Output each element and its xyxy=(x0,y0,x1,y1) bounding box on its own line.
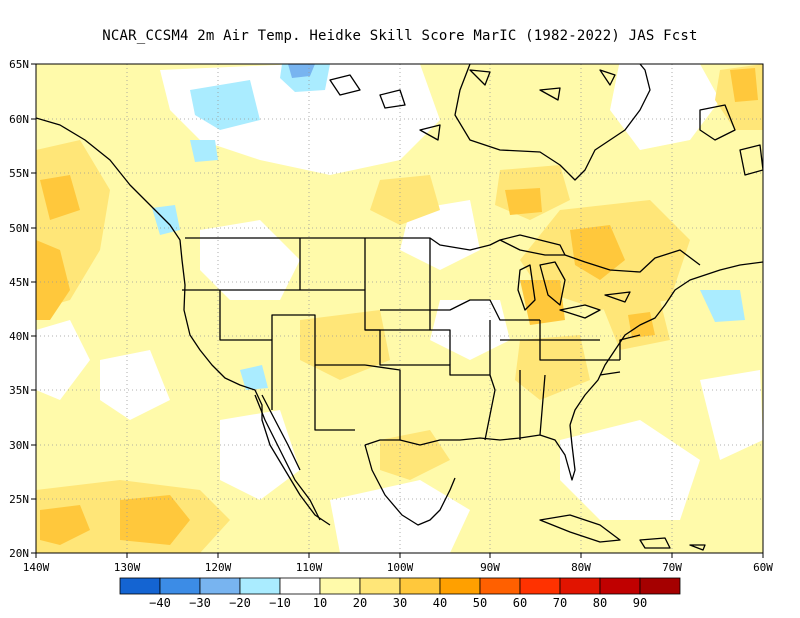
colorbar-label: 40 xyxy=(433,596,447,610)
lon-tick-label: 60W xyxy=(753,561,773,574)
lat-tick-label: 25N xyxy=(9,493,29,506)
lat-tick-label: 40N xyxy=(9,330,29,343)
colorbar-swatch xyxy=(399,577,441,595)
colorbar-label: 30 xyxy=(393,596,407,610)
colorbar-label: 20 xyxy=(353,596,367,610)
colorbar-swatch xyxy=(199,577,241,595)
colorbar-swatch xyxy=(159,577,201,595)
colorbar-swatch xyxy=(279,577,321,595)
map-title: NCAR_CCSM4 2m Air Temp. Heidke Skill Sco… xyxy=(102,28,698,44)
lat-tick-label: 60N xyxy=(9,113,29,126)
skill-score-shading xyxy=(36,64,763,553)
longitude-labels: 140W 130W 120W 110W 100W 90W 80W 70W 60W xyxy=(23,561,774,574)
lat-tick-label: 30N xyxy=(9,439,29,452)
gridlines xyxy=(36,64,763,553)
colorbar-label: −20 xyxy=(229,596,251,610)
colorbar-label: 50 xyxy=(473,596,487,610)
lon-tick-label: 90W xyxy=(480,561,500,574)
colorbar-label: −40 xyxy=(149,596,171,610)
colorbar-swatch xyxy=(119,577,161,595)
lon-tick-label: 120W xyxy=(205,561,232,574)
lat-tick-label: 35N xyxy=(9,384,29,397)
lon-tick-label: 130W xyxy=(114,561,141,574)
colorbar-swatch xyxy=(319,577,361,595)
colorbar-label: −10 xyxy=(269,596,291,610)
colorbar-swatch xyxy=(559,577,601,595)
lon-tick-label: 80W xyxy=(571,561,591,574)
colorbar-label: −30 xyxy=(189,596,211,610)
lat-tick-label: 50N xyxy=(9,222,29,235)
lon-tick-label: 110W xyxy=(296,561,323,574)
colorbar-label: 10 xyxy=(313,596,327,610)
colorbar-swatch xyxy=(639,577,681,595)
colorbar-swatch xyxy=(359,577,401,595)
colorbar-swatch xyxy=(439,577,481,595)
colorbar-swatch xyxy=(519,577,561,595)
colorbar-swatch xyxy=(239,577,281,595)
lat-tick-label: 55N xyxy=(9,167,29,180)
colorbar-label: 90 xyxy=(633,596,647,610)
lon-tick-label: 70W xyxy=(662,561,682,574)
colorbar-label: 60 xyxy=(513,596,527,610)
colorbar-swatch xyxy=(479,577,521,595)
colorbar-swatch xyxy=(599,577,641,595)
lon-tick-label: 140W xyxy=(23,561,50,574)
lat-tick-label: 45N xyxy=(9,276,29,289)
lat-tick-label: 65N xyxy=(9,58,29,71)
colorbar: −40 −30 −20 −10 10 20 30 40 50 60 70 80 … xyxy=(119,577,681,610)
colorbar-label: 70 xyxy=(553,596,567,610)
colorbar-label: 80 xyxy=(593,596,607,610)
coastlines-and-borders xyxy=(36,64,763,551)
lon-tick-label: 100W xyxy=(387,561,414,574)
axis-ticks xyxy=(31,63,764,558)
lat-tick-label: 20N xyxy=(9,547,29,560)
latitude-labels: 65N 60N 55N 50N 45N 40N 35N 30N 25N 20N xyxy=(9,58,29,560)
